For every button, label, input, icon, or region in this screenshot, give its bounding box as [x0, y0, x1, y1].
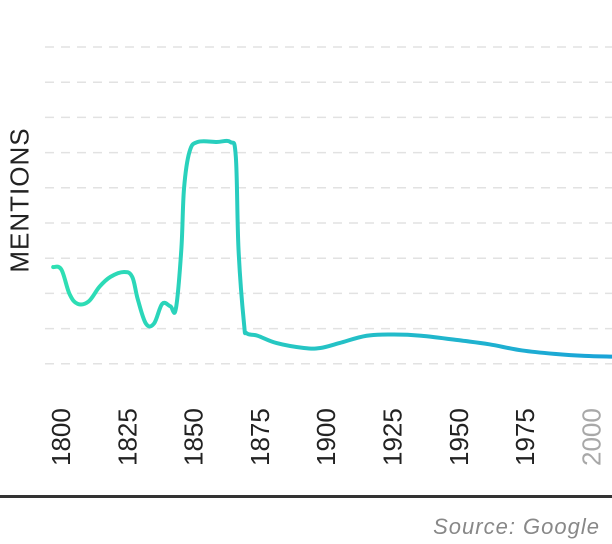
series-layer: [51, 138, 612, 359]
x-tick-label: 1900: [311, 408, 341, 466]
y-axis-label: MENTIONS: [2, 120, 38, 280]
series-line: [51, 138, 612, 359]
x-tick-label: 1825: [112, 408, 142, 466]
x-tick-label: 2000: [576, 408, 606, 466]
source-note: Source: Google: [433, 514, 600, 539]
x-tick-label: 1925: [378, 408, 408, 466]
x-tick-label: 1875: [245, 408, 275, 466]
y-axis-label-text: MENTIONS: [4, 127, 35, 273]
x-axis-ticks: 1800 1825 1850 1875 1900 1925 1950 1975 2000: [46, 408, 606, 466]
x-tick-label: 1800: [46, 408, 76, 466]
x-tick-label: 1950: [444, 408, 474, 466]
x-tick-label: 1975: [510, 408, 540, 466]
x-tick-label: 1850: [179, 408, 209, 466]
grid-lines: [45, 46, 612, 365]
footer-divider: [0, 495, 612, 498]
